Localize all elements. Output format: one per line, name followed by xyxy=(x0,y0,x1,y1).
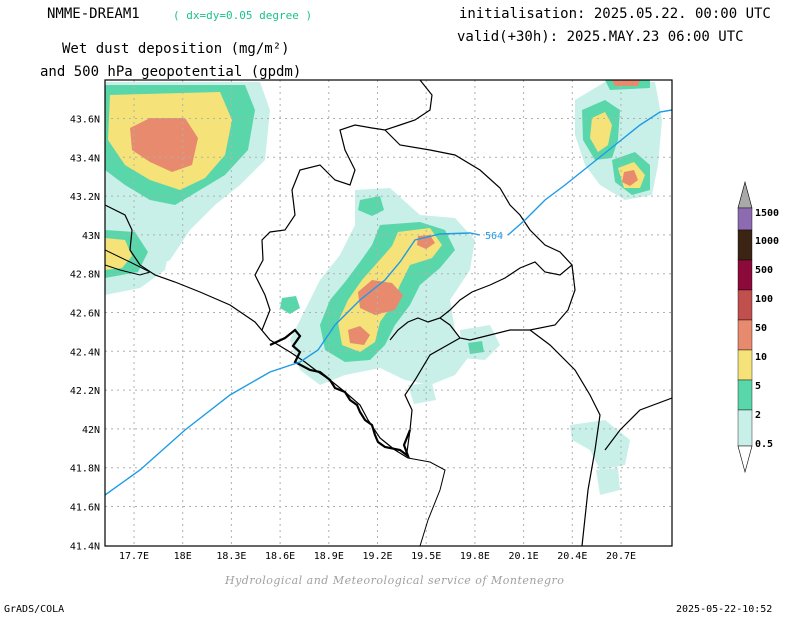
latitude-label: 41.8N xyxy=(70,464,100,475)
deposition-level-5 xyxy=(105,238,132,270)
legend-label-0.5: 0.5 xyxy=(755,439,773,450)
latitude-label: 43.2N xyxy=(70,192,100,203)
deposition-level-0.5 xyxy=(408,383,436,404)
latitude-label: 42.8N xyxy=(70,270,100,281)
initialisation-time: initialisation: 2025.05.22. 00:00 UTC xyxy=(459,6,771,22)
deposition-level-10 xyxy=(348,326,370,345)
legend-label-100: 100 xyxy=(755,294,773,305)
legend-label-10: 10 xyxy=(755,352,767,363)
map-graticule xyxy=(105,80,672,546)
longitude-label: 18.9E xyxy=(314,551,344,562)
deposition-level-10 xyxy=(358,280,403,315)
legend-swatch-1500 xyxy=(737,207,753,231)
legend-swatch-500 xyxy=(737,259,753,291)
longitude-label: 20.1E xyxy=(509,551,539,562)
deposition-level-2 xyxy=(280,296,300,314)
latitude-label: 42.2N xyxy=(70,386,100,397)
timestamp-label: 2025-05-22-10:52 xyxy=(676,604,773,615)
legend-label-1500: 1500 xyxy=(755,208,779,219)
legend-swatch-50 xyxy=(737,319,753,351)
product-title-line2: and 500 hPa geopotential (gpdm) xyxy=(40,64,302,80)
legend-label-50: 50 xyxy=(755,323,767,334)
map-borders xyxy=(105,80,672,546)
longitude-label: 20.4E xyxy=(557,551,587,562)
legend-label-500: 500 xyxy=(755,265,773,276)
legend-swatch-1000 xyxy=(737,229,753,261)
deposition-level-0.5 xyxy=(570,420,630,470)
model-title: NMME-DREAM1 xyxy=(47,6,140,22)
colorbar-legend: 1500 1000 500 100 50 10 5 2 0.5 xyxy=(737,180,779,474)
longitude-labels: 17.7E 18E 18.3E 18.6E 18.9E 19.2E 19.5E 19.8E 20… xyxy=(119,551,636,562)
valid-time: valid(+30h): 2025.MAY.23 06:00 UTC xyxy=(457,29,744,45)
contour-label: 564 xyxy=(485,231,503,242)
deposition-level-5 xyxy=(590,112,612,152)
longitude-label: 20.7E xyxy=(606,551,636,562)
longitude-label: 18.3E xyxy=(216,551,246,562)
legend-swatch-10 xyxy=(737,349,753,381)
geopotential-564-contour xyxy=(105,109,672,496)
latitude-labels: 43.6N 43.4N 43.2N 43N 42.8N 42.6N 42.4N 42.2N 42… xyxy=(70,115,100,553)
latitude-label: 41.6N xyxy=(70,503,100,514)
deposition-level-10 xyxy=(612,80,640,86)
longitude-label: 19.5E xyxy=(411,551,441,562)
latitude-label: 43.6N xyxy=(70,115,100,126)
longitude-label: 19.2E xyxy=(362,551,392,562)
latitude-label: 43.4N xyxy=(70,153,100,164)
legend-label-2: 2 xyxy=(755,410,761,421)
deposition-level-10 xyxy=(130,118,198,172)
latitude-label: 43N xyxy=(82,231,100,242)
software-label: GrADS/COLA xyxy=(4,604,65,615)
legend-swatch-100 xyxy=(737,289,753,321)
legend-label-5: 5 xyxy=(755,381,761,392)
deposition-level-0.5 xyxy=(596,468,620,495)
longitude-label: 18E xyxy=(174,551,192,562)
legend-swatch-5 xyxy=(737,379,753,411)
latitude-label: 42N xyxy=(82,425,100,436)
legend-top-arrow xyxy=(737,180,753,209)
longitude-label: 19.8E xyxy=(460,551,490,562)
resolution-label: ( dx=dy=0.05 degree ) xyxy=(173,9,313,22)
latitude-label: 41.4N xyxy=(70,541,100,552)
credit-line: Hydrological and Meteorological service … xyxy=(225,574,565,587)
deposition-level-10 xyxy=(622,170,638,186)
deposition-level-2 xyxy=(468,341,484,354)
longitude-label: 17.7E xyxy=(119,551,149,562)
legend-swatch-2 xyxy=(737,409,753,447)
legend-bottom-arrow xyxy=(737,445,753,474)
product-title-line1: Wet dust deposition (mg/m²) xyxy=(62,41,290,57)
longitude-label: 18.6E xyxy=(265,551,295,562)
latitude-label: 42.6N xyxy=(70,309,100,320)
legend-label-1000: 1000 xyxy=(755,236,779,247)
latitude-label: 42.4N xyxy=(70,347,100,358)
map-frame xyxy=(104,79,673,547)
